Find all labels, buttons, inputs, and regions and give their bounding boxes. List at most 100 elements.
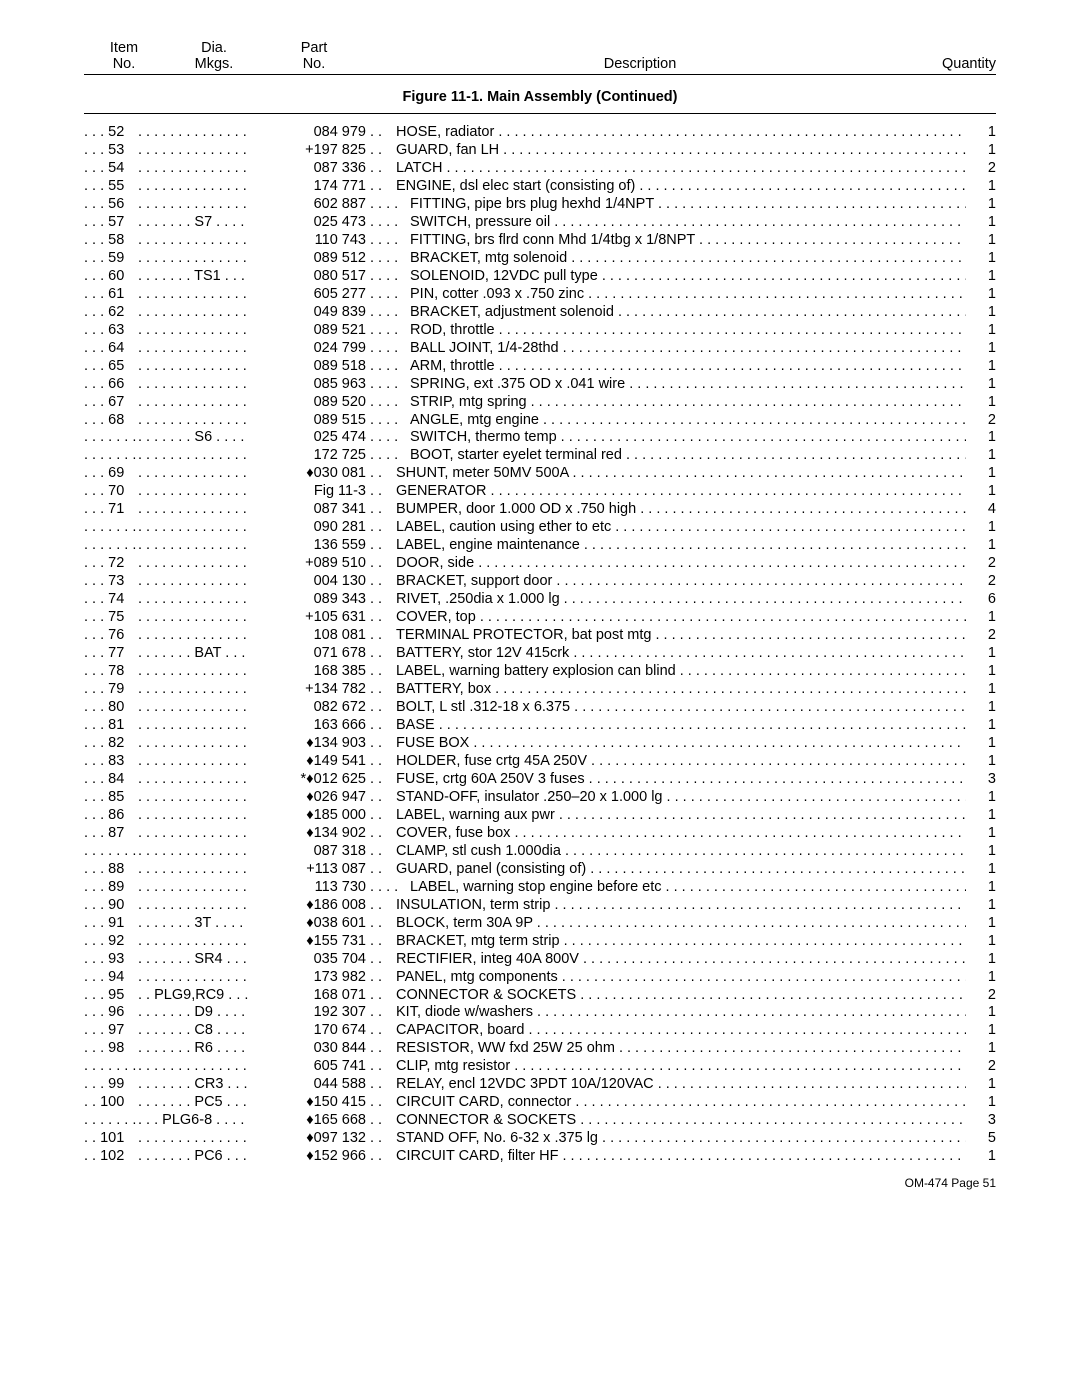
description: INSULATION, term strip [396, 897, 966, 915]
table-row: . . . 67 . . . . . . . . . . . . . . . .… [84, 394, 996, 412]
quantity: 1 [966, 519, 996, 537]
dia-mkgs: . . . . . . . . . . . . . . . . . . . . … [138, 663, 248, 681]
sep: . . [366, 591, 396, 609]
part-no: 605 277 [248, 286, 366, 304]
sep: . . . . [366, 196, 410, 214]
dia-mkgs: . . . . . . . . . . . . . . . . . . . . … [138, 1130, 248, 1148]
quantity: 1 [966, 735, 996, 753]
item-no: . . . . . . . [84, 429, 138, 447]
dia-mkgs: . . . . . . . . . . . . . . . . . . . . … [138, 591, 248, 609]
quantity: 1 [966, 232, 996, 250]
sep: . . [366, 897, 396, 915]
dia-mkgs: . . . . . . . . . . . . . . . . . . . . … [138, 537, 248, 555]
quantity: 1 [966, 322, 996, 340]
quantity: 1 [966, 142, 996, 160]
part-no: 044 588 [248, 1076, 366, 1094]
sep: . . [366, 501, 396, 519]
item-no: . . . 77 [84, 645, 138, 663]
dia-mkgs: . . . . . . . D9 . . . . . . . . . . . .… [138, 1004, 248, 1022]
part-no: ♦155 731 [248, 933, 366, 951]
sep: . . [366, 663, 396, 681]
quantity: 1 [966, 897, 996, 915]
dia-mkgs: . . . . . . . . . . . . . . . . . . . . … [138, 699, 248, 717]
table-row: . . . 89 . . . . . . . . . . . . . . . .… [84, 879, 996, 897]
item-no: . . . 95 [84, 987, 138, 1005]
table-row: . . . 87 . . . . . . . . . . . . . . . .… [84, 825, 996, 843]
item-no: . . . 98 [84, 1040, 138, 1058]
table-row: . . . 57 . . . . . . . S7 . . . . . . . … [84, 214, 996, 232]
sep: . . [366, 1022, 396, 1040]
part-no: +089 510 [248, 555, 366, 573]
table-row: . . . 90 . . . . . . . . . . . . . . . .… [84, 897, 996, 915]
dia-mkgs: . . . . . . . . . . . . . . . . . . . . … [138, 178, 248, 196]
description: BASE [396, 717, 966, 735]
item-no: . . . 82 [84, 735, 138, 753]
quantity: 1 [966, 358, 996, 376]
description: STAND OFF, No. 6-32 x .375 lg [396, 1130, 966, 1148]
quantity: 1 [966, 663, 996, 681]
dia-mkgs: . . . . . . . . . . . . . . . . . . . . … [138, 735, 248, 753]
description: FITTING, brs flrd conn Mhd 1/4tbg x 1/8N… [410, 232, 966, 250]
dia-mkgs: . . . . . . . . . . . . . . . . . . . . … [138, 861, 248, 879]
dia-mkgs: . . . . . . . . . . . . . . . . . . . . … [138, 322, 248, 340]
part-no: 025 474 [248, 429, 366, 447]
table-row: . . . 73 . . . . . . . . . . . . . . . .… [84, 573, 996, 591]
sep: . . [366, 753, 396, 771]
sep: . . . . [366, 304, 410, 322]
item-no: . . . 63 [84, 322, 138, 340]
dia-mkgs: . . . . . . . . . . . . . . . . . . . . … [138, 394, 248, 412]
quantity: 1 [966, 609, 996, 627]
quantity: 1 [966, 268, 996, 286]
sep: . . [366, 807, 396, 825]
dia-mkgs: . . . . . . . . . . . . . . . . . . . . … [138, 717, 248, 735]
part-no: 089 520 [248, 394, 366, 412]
table-row: . . . 96 . . . . . . . D9 . . . . . . . … [84, 1004, 996, 1022]
item-no: . . . 62 [84, 304, 138, 322]
part-no: 049 839 [248, 304, 366, 322]
dia-mkgs: . . . . . . . . . . . . . . . . . . . . … [138, 969, 248, 987]
part-no: +105 631 [248, 609, 366, 627]
sep: . . [366, 1130, 396, 1148]
part-no: 163 666 [248, 717, 366, 735]
quantity: 1 [966, 537, 996, 555]
sep: . . [366, 483, 396, 501]
sep: . . [366, 951, 396, 969]
part-no: ♦030 081 [248, 465, 366, 483]
table-row: . . 102 . . . . . . . PC6 . . . . . . . … [84, 1148, 996, 1166]
description: BUMPER, door 1.000 OD x .750 high [396, 501, 966, 519]
quantity: 1 [966, 178, 996, 196]
table-row: . . . 98 . . . . . . . R6 . . . . . . . … [84, 1040, 996, 1058]
part-no: +197 825 [248, 142, 366, 160]
description: CLIP, mtg resistor [396, 1058, 966, 1076]
item-no: . . . 74 [84, 591, 138, 609]
table-row: . . . 71 . . . . . . . . . . . . . . . .… [84, 501, 996, 519]
item-no: . . . 61 [84, 286, 138, 304]
item-no: . . . 66 [84, 376, 138, 394]
description: CIRCUIT CARD, filter HF [396, 1148, 966, 1166]
item-no: . . . 59 [84, 250, 138, 268]
part-no: Fig 11-3 [248, 483, 366, 501]
quantity: 1 [966, 789, 996, 807]
description: SHUNT, meter 50MV 500A [396, 465, 966, 483]
table-row: . . . 64 . . . . . . . . . . . . . . . .… [84, 340, 996, 358]
description: RECTIFIER, integ 40A 800V [396, 951, 966, 969]
dia-mkgs: . . . . . . . PC6 . . . . . . . . . . . … [138, 1148, 248, 1166]
description: LABEL, warning battery explosion can bli… [396, 663, 966, 681]
sep: . . [366, 717, 396, 735]
table-row: . . . 61 . . . . . . . . . . . . . . . .… [84, 286, 996, 304]
description: GENERATOR [396, 483, 966, 501]
part-no: ♦185 000 [248, 807, 366, 825]
quantity: 1 [966, 699, 996, 717]
part-no: ♦134 903 [248, 735, 366, 753]
table-row: . . . 95 . . PLG9,RC9 . . . . . . . . . … [84, 987, 996, 1005]
hdr-dia-1: Dia. [164, 40, 264, 56]
item-no: . . . 56 [84, 196, 138, 214]
sep: . . . . [366, 286, 410, 304]
item-no: . . . 57 [84, 214, 138, 232]
dia-mkgs: . . . . . . . . . . . . . . . . . . . . … [138, 286, 248, 304]
sep: . . [366, 645, 396, 663]
sep: . . [366, 1076, 396, 1094]
table-row: . . . 52 . . . . . . . . . . . . . . . .… [84, 124, 996, 142]
part-no: 084 979 [248, 124, 366, 142]
description: SWITCH, pressure oil [410, 214, 966, 232]
